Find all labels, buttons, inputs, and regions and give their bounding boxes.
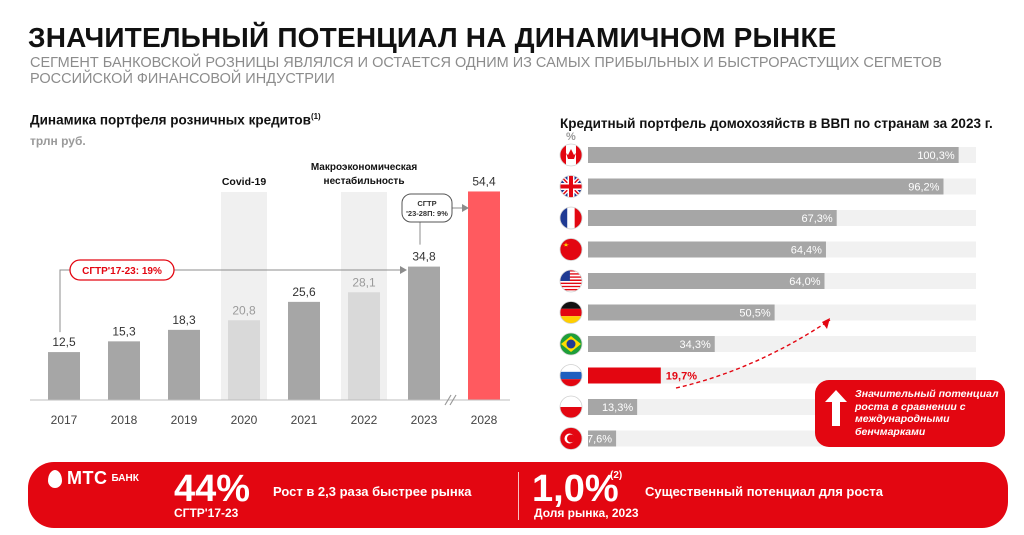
row-track-russia-flag bbox=[588, 367, 976, 384]
cagr-2328-pill bbox=[401, 193, 453, 223]
hbar-china-flag bbox=[588, 241, 826, 258]
hbar-value-china-flag: 64,4% bbox=[791, 245, 822, 257]
brazil-flag-icon bbox=[559, 332, 583, 356]
poland-flag-icon bbox=[559, 395, 583, 419]
kpi-cagr-label: СГТР'17-23 bbox=[174, 506, 239, 520]
x-tick-2018: 2018 bbox=[111, 413, 138, 427]
usa-flag-icon bbox=[559, 269, 583, 293]
arrow-up-icon bbox=[825, 390, 847, 426]
bar-2021 bbox=[288, 301, 320, 400]
hbar-value-uk-flag: 96,2% bbox=[908, 182, 939, 194]
hbar-france-flag bbox=[588, 210, 837, 226]
trend-arrow-head bbox=[822, 318, 830, 329]
shade-label-macro-line1: Макроэкономическая bbox=[311, 162, 418, 173]
hbar-value-usa-flag: 64,0% bbox=[789, 276, 820, 288]
bar-2017 bbox=[48, 352, 80, 400]
hbar-canada-flag bbox=[588, 147, 959, 163]
bar-value-2018: 15,3 bbox=[112, 324, 136, 338]
page-title: ЗНАЧИТЕЛЬНЫЙ ПОТЕНЦИАЛ НА ДИНАМИЧНОМ РЫН… bbox=[28, 22, 837, 53]
france-flag-icon bbox=[559, 206, 583, 230]
kpi-cagr-value: 44% bbox=[174, 468, 251, 510]
hbar-value-germany-flag: 50,5% bbox=[739, 308, 770, 320]
left-chart-title-text: Динамика портфеля розничных кредитов bbox=[30, 112, 311, 128]
cagr-2328-label-line1: СГТР bbox=[417, 199, 436, 208]
bar-2018 bbox=[108, 341, 140, 400]
hbar-value-russia-flag: 19,7% bbox=[666, 371, 697, 383]
china-flag-icon bbox=[559, 238, 583, 261]
logo-mts-text: МТС bbox=[67, 468, 108, 488]
bar-value-2017: 12,5 bbox=[52, 335, 76, 349]
retail-loans-chart: Covid-19 Макроэкономическая нестабильность… bbox=[30, 162, 510, 427]
shade-label-macro-line2: нестабильность bbox=[324, 175, 405, 187]
kpi-banner: МТС БАНК 44% СГТР'17-23 Рост в 2,3 раза … bbox=[28, 462, 1008, 528]
kpi-share-value: 1,0% bbox=[532, 468, 619, 510]
bar-2020 bbox=[228, 320, 260, 400]
potential-callout: Значительный потенциал роста в сравнении… bbox=[815, 380, 1005, 447]
x-tick-2022: 2022 bbox=[351, 413, 378, 427]
cagr-1723-connector bbox=[59, 269, 400, 333]
bar-2023 bbox=[408, 266, 440, 400]
kpi-share-description: Существенный потенциал для роста bbox=[645, 484, 883, 499]
right-chart-title: Кредитный портфель домохозяйств в ВВП по… bbox=[560, 116, 993, 131]
logo-bank-text: БАНК bbox=[111, 473, 139, 484]
hbar-value-poland-flag: 13,3% bbox=[602, 402, 633, 414]
cagr-1723-pill bbox=[69, 259, 175, 281]
hbar-russia-flag bbox=[588, 367, 661, 384]
bar-2028 bbox=[468, 191, 500, 400]
kpi-divider bbox=[518, 472, 519, 520]
right-chart-unit: % bbox=[566, 131, 576, 143]
x-tick-2023: 2023 bbox=[411, 413, 438, 427]
kpi-cagr-description: Рост в 2,3 раза быстрее рынка bbox=[273, 484, 472, 499]
kpi-share-label: Доля рынка, 2023 bbox=[534, 506, 639, 520]
hbar-value-canada-flag: 100,3% bbox=[917, 150, 955, 162]
bar-value-2022: 28,1 bbox=[352, 275, 376, 289]
left-chart-footnote: (1) bbox=[310, 112, 321, 121]
hbar-value-brazil-flag: 34,3% bbox=[680, 339, 711, 351]
hbar-poland-flag bbox=[588, 399, 638, 415]
mts-egg-icon bbox=[48, 469, 62, 488]
uk-flag-icon bbox=[559, 175, 583, 198]
page-subtitle: СЕГМЕНТ БАНКОВСКОЙ РОЗНИЦЫ ЯВЛЯЛСЯ И ОСТ… bbox=[30, 55, 942, 87]
shade-label-covid: Covid-19 bbox=[222, 176, 267, 188]
x-tick-2020: 2020 bbox=[231, 413, 258, 427]
x-tick-2021: 2021 bbox=[291, 413, 318, 427]
bar-value-2023: 34,8 bbox=[412, 250, 436, 264]
hbar-uk-flag bbox=[588, 178, 944, 195]
left-chart-title: Динамика портфеля розничных кредитов(1) bbox=[30, 112, 321, 128]
canada-flag-icon bbox=[559, 143, 583, 167]
trend-arrow bbox=[675, 319, 831, 389]
x-tick-2028: 2028 bbox=[471, 413, 498, 427]
axis-break-mark-2 bbox=[449, 394, 457, 406]
germany-flag-icon bbox=[559, 301, 583, 324]
cagr-2328-arrowhead bbox=[462, 204, 469, 212]
kpi-share-footnote: (2) bbox=[610, 470, 623, 481]
bar-value-2021: 25,6 bbox=[292, 285, 316, 299]
turkey-flag-icon bbox=[559, 427, 583, 450]
left-chart-unit: трлн руб. bbox=[30, 134, 86, 148]
hbar-value-turkey-flag: 7,6% bbox=[587, 434, 612, 446]
hbar-germany-flag bbox=[588, 304, 775, 321]
bar-2022 bbox=[348, 292, 380, 400]
cagr-2328-label-line2: '23-28П: 9% bbox=[406, 209, 448, 218]
hbar-brazil-flag bbox=[588, 336, 715, 352]
bar-value-2019: 18,3 bbox=[172, 313, 196, 327]
bar-2019 bbox=[168, 329, 200, 400]
hbar-usa-flag bbox=[588, 273, 825, 289]
bar-value-2028: 54,4 bbox=[472, 174, 496, 188]
russia-flag-icon bbox=[559, 364, 583, 387]
cagr-1723-arrowhead bbox=[400, 266, 407, 274]
cagr-1723-label: СГТР'17-23: 19% bbox=[82, 266, 162, 277]
bar-value-2020: 20,8 bbox=[232, 303, 256, 317]
x-tick-2017: 2017 bbox=[51, 413, 78, 427]
hbar-value-france-flag: 67,3% bbox=[801, 213, 832, 225]
axis-break-mark-1 bbox=[444, 394, 452, 406]
hbar-turkey-flag bbox=[588, 430, 617, 447]
household-debt-gdp-chart: 100,3% 96,2% 67,3% 64,4% 64,0% 50,5% 34,3% 19,7… bbox=[559, 143, 976, 450]
x-tick-2019: 2019 bbox=[171, 413, 198, 427]
mts-bank-logo: МТС БАНК bbox=[48, 468, 139, 489]
callout-text: Значительный потенциал роста в сравнении… bbox=[855, 388, 999, 438]
